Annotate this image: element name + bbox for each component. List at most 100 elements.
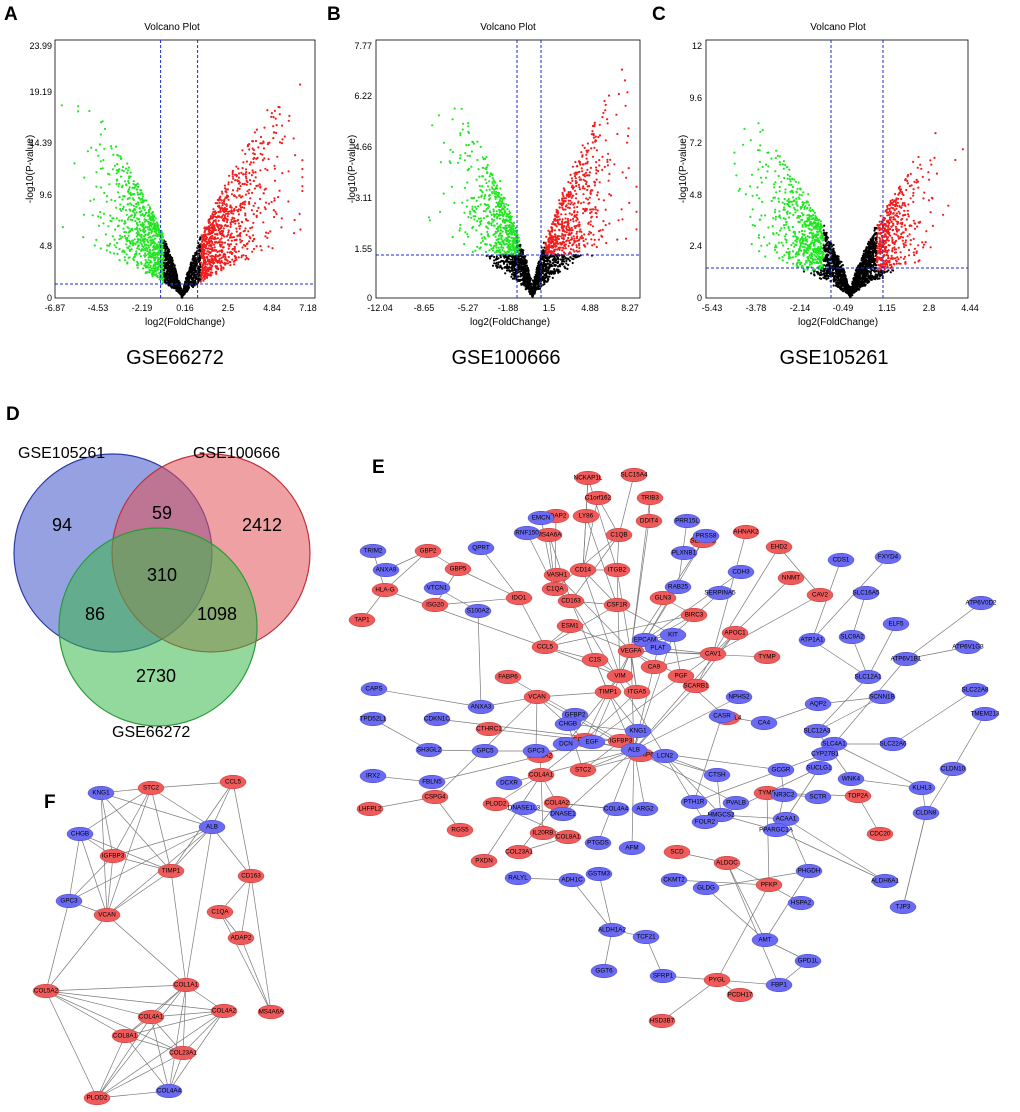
volcano-point [514, 255, 517, 258]
volcano-point [501, 267, 504, 270]
volcano-point [163, 272, 166, 275]
volcano-point [506, 219, 509, 222]
volcano-point [213, 229, 216, 232]
volcano-point [591, 155, 595, 158]
xtick-b-2: -5.27 [458, 303, 479, 313]
volcano-point [570, 226, 573, 229]
volcano-point [499, 226, 502, 229]
volcano-point [136, 230, 139, 233]
volcano-point [231, 173, 234, 176]
volcano-point [521, 259, 524, 262]
volcano-point [569, 218, 572, 222]
volcano-point [220, 224, 223, 227]
volcano-point [493, 192, 497, 195]
volcano-point [513, 233, 517, 236]
volcano-point [492, 213, 495, 216]
volcano-point [567, 263, 570, 266]
volcano-point [139, 241, 142, 244]
volcano-point [229, 264, 232, 267]
volcano-point [626, 91, 629, 94]
volcano-point [272, 116, 275, 119]
volcano-point [572, 243, 575, 246]
volcano-point [223, 198, 226, 201]
volcano-point [267, 202, 271, 205]
volcano-point [168, 277, 171, 280]
volcano-point [536, 276, 539, 279]
volcano-point [209, 236, 212, 239]
volcano-point [574, 180, 577, 183]
volcano-point [248, 188, 251, 191]
volcano-point [561, 234, 565, 237]
volcano-point [223, 261, 226, 264]
volcano-point [581, 163, 584, 166]
volcano-point [235, 165, 238, 168]
volcano-point [594, 135, 597, 138]
volcano-point [191, 280, 194, 283]
volcano-point [591, 208, 594, 211]
volcano-point [202, 279, 205, 282]
volcano-point [155, 221, 158, 224]
volcano-point [171, 285, 174, 288]
volcano-point [616, 238, 619, 241]
volcano-point [153, 263, 157, 266]
volcano-point [505, 213, 508, 216]
volcano-point [270, 115, 273, 118]
volcano-point [110, 147, 113, 150]
volcano-point [598, 123, 601, 126]
volcano-point [568, 252, 571, 255]
volcano-panel-a: A Volcano Plot 0 4.8 9.6 14.39 19.19 23.… [4, 4, 317, 369]
volcano-point [488, 175, 491, 178]
volcano-point [488, 249, 491, 252]
panel-label-c: C [652, 4, 666, 25]
volcano-point [136, 191, 139, 194]
volcano-point [135, 228, 139, 231]
volcano-point [554, 234, 557, 237]
volcano-point [593, 123, 596, 126]
volcano-point [223, 253, 226, 256]
volcano-point [575, 230, 579, 233]
volcano-point [216, 215, 219, 218]
volcano-point [273, 109, 276, 112]
volcano-point [118, 182, 121, 186]
volcano-point [590, 133, 593, 136]
volcano-point [602, 111, 605, 115]
volcano-point [248, 148, 251, 151]
volcano-point [77, 110, 80, 113]
volcano-point [249, 197, 252, 200]
volcano-point [472, 142, 475, 145]
volcano-point [227, 231, 230, 234]
volcano-point [259, 142, 262, 145]
volcano-point [226, 212, 229, 215]
volcano-point [233, 245, 236, 249]
volcano-point [193, 254, 197, 257]
volcano-point [241, 182, 244, 186]
x-axis-label-b: log2(FoldChange) [470, 317, 550, 328]
volcano-point [250, 209, 253, 212]
volcano-point [211, 247, 214, 250]
volcano-point [508, 239, 512, 242]
volcano-point [567, 219, 570, 222]
volcano-point [596, 194, 599, 197]
volcano-panel-c: C Volcano Plot 0 2.4 4.8 7.2 9.6 12 -5.4… [652, 4, 979, 369]
volcano-point [581, 170, 584, 173]
volcano-point [471, 140, 474, 143]
volcano-point [603, 99, 606, 103]
volcano-point [594, 211, 597, 215]
volcano-point [212, 219, 216, 222]
volcano-point [166, 263, 170, 267]
volcano-point [244, 212, 247, 215]
volcano-point [171, 269, 174, 272]
volcano-point [517, 268, 521, 271]
panel-label-a: A [4, 4, 18, 25]
volcano-point [598, 134, 602, 137]
volcano-point [151, 216, 154, 219]
volcano-point [280, 226, 283, 229]
volcano-point [601, 228, 604, 231]
volcano-point [500, 243, 503, 246]
volcano-point [223, 202, 226, 205]
volcano-point [155, 232, 158, 236]
volcano-point [267, 245, 270, 248]
volcano-point [165, 243, 168, 246]
volcano-point [616, 132, 619, 136]
volcano-point [246, 242, 249, 245]
